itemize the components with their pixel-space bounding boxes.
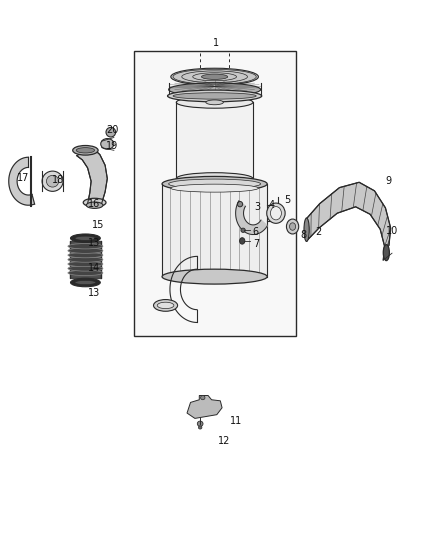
Text: 3: 3 [254, 202, 260, 212]
Text: 13: 13 [88, 238, 100, 247]
Ellipse shape [101, 139, 114, 149]
Polygon shape [77, 148, 107, 204]
Ellipse shape [290, 223, 296, 230]
Ellipse shape [42, 171, 63, 191]
Ellipse shape [68, 266, 103, 271]
Ellipse shape [167, 90, 261, 102]
Ellipse shape [76, 148, 95, 153]
Bar [134, 51, 296, 336]
Text: 4: 4 [269, 200, 275, 209]
Ellipse shape [173, 93, 256, 99]
Polygon shape [236, 200, 267, 235]
Polygon shape [307, 182, 391, 260]
Ellipse shape [171, 184, 258, 192]
Ellipse shape [68, 257, 103, 262]
Ellipse shape [237, 201, 243, 207]
Text: 13: 13 [88, 288, 100, 298]
Ellipse shape [106, 127, 116, 137]
Ellipse shape [83, 198, 106, 207]
Ellipse shape [206, 100, 223, 104]
Text: 8: 8 [300, 230, 306, 239]
Ellipse shape [198, 426, 202, 429]
Ellipse shape [197, 421, 203, 426]
Ellipse shape [241, 228, 245, 232]
Ellipse shape [71, 234, 100, 243]
Text: 16: 16 [88, 199, 100, 208]
Ellipse shape [68, 248, 103, 253]
Ellipse shape [383, 245, 389, 261]
Text: 15: 15 [92, 220, 104, 230]
Ellipse shape [157, 302, 174, 309]
Ellipse shape [68, 253, 103, 258]
Ellipse shape [162, 269, 267, 284]
Ellipse shape [169, 83, 261, 96]
Ellipse shape [68, 244, 103, 249]
Ellipse shape [75, 280, 96, 285]
Text: 19: 19 [106, 141, 118, 151]
Text: 6: 6 [253, 228, 259, 237]
Ellipse shape [171, 68, 258, 85]
Polygon shape [9, 157, 35, 205]
Ellipse shape [153, 300, 177, 311]
Ellipse shape [176, 173, 253, 184]
Ellipse shape [267, 203, 285, 223]
Ellipse shape [270, 206, 281, 220]
Ellipse shape [68, 261, 103, 266]
Ellipse shape [86, 202, 103, 208]
Text: 10: 10 [386, 226, 399, 236]
Text: 11: 11 [230, 416, 242, 426]
Text: 18: 18 [52, 175, 64, 185]
Ellipse shape [46, 175, 59, 187]
Ellipse shape [286, 219, 299, 234]
Text: 5: 5 [284, 196, 290, 205]
Ellipse shape [169, 179, 261, 189]
Text: 9: 9 [385, 176, 392, 186]
Ellipse shape [73, 146, 98, 155]
Text: 12: 12 [218, 436, 230, 446]
Ellipse shape [68, 270, 103, 276]
Ellipse shape [75, 236, 96, 240]
Text: 17: 17 [17, 173, 29, 183]
Text: 20: 20 [106, 125, 118, 135]
Ellipse shape [201, 74, 228, 79]
Ellipse shape [176, 96, 253, 108]
Text: 1: 1 [213, 38, 219, 47]
Ellipse shape [201, 395, 205, 400]
Ellipse shape [304, 218, 309, 241]
Ellipse shape [71, 278, 100, 287]
Text: 2: 2 [315, 227, 321, 237]
Ellipse shape [240, 238, 245, 244]
Text: 14: 14 [88, 263, 100, 272]
Polygon shape [187, 395, 222, 418]
Ellipse shape [162, 176, 267, 191]
Text: 7: 7 [253, 239, 259, 249]
